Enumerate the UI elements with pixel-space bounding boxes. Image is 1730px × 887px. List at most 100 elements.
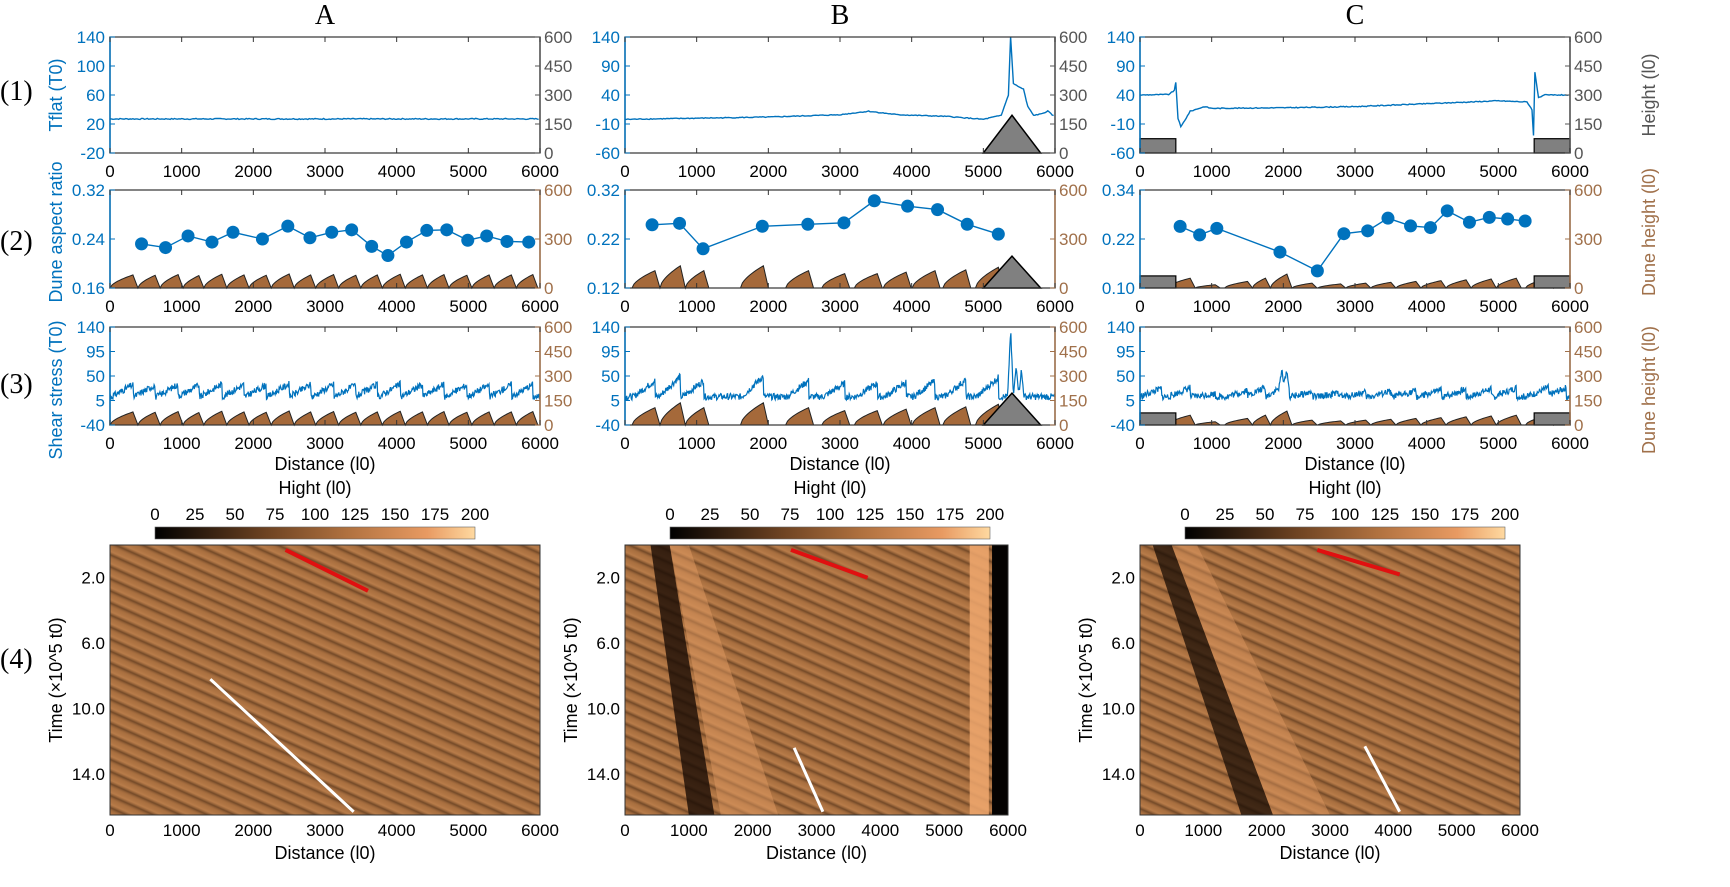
- y-tick-label: 140: [77, 318, 105, 337]
- x-tick-label: 2000: [1264, 162, 1302, 181]
- y-axis-label-time: Time (×10^5 t0): [1076, 617, 1096, 742]
- x-tick-label: 6000: [1036, 297, 1074, 316]
- y2-tick-label: 600: [1059, 28, 1087, 47]
- x-tick-label: 2000: [234, 297, 272, 316]
- colorbar-label: Hight (l0): [278, 478, 351, 498]
- y-tick-label: 140: [1107, 318, 1135, 337]
- aspect-ratio-point: [1501, 212, 1515, 226]
- x-axis-label: Distance (l0): [1279, 843, 1380, 863]
- x-tick-label: 1000: [163, 297, 201, 316]
- y2-tick-label: 600: [1059, 181, 1087, 200]
- aspect-ratio-point: [226, 225, 240, 239]
- x-tick-label: 5000: [964, 297, 1002, 316]
- x-axis-label: Distance (l0): [274, 454, 375, 474]
- y-tick-label: 2.0: [81, 569, 105, 588]
- aspect-ratio-point: [960, 217, 974, 231]
- light-band: [669, 545, 779, 815]
- colorbar-tick-label: 25: [186, 505, 205, 524]
- y-tick-label: 50: [601, 367, 620, 386]
- x-tick-label: 5000: [1479, 297, 1517, 316]
- x-tick-label: 4000: [378, 297, 416, 316]
- x-tick-label: 5000: [1479, 162, 1517, 181]
- aspect-ratio-point: [480, 229, 494, 243]
- x-tick-label: 2000: [749, 434, 787, 453]
- x-tick-label: 6000: [1551, 297, 1589, 316]
- y-tick-label: 14.0: [587, 765, 620, 784]
- row-label-2: (2): [0, 226, 33, 257]
- x-tick-label: 5000: [925, 821, 963, 840]
- colorbar-tick-label: 25: [701, 505, 720, 524]
- migration-line-white: [1363, 745, 1401, 813]
- y-tick-label: 10.0: [72, 700, 105, 719]
- y-tick-label: 0.22: [1102, 230, 1135, 249]
- y-tick-label: -10: [595, 115, 620, 134]
- y-tick-label: -60: [595, 144, 620, 163]
- plot-frame: [109, 36, 541, 154]
- x-tick-label: 5000: [964, 434, 1002, 453]
- aspect-ratio-point: [801, 217, 815, 231]
- y2-tick-label: 150: [1574, 392, 1602, 411]
- x-tick-label: 1000: [670, 821, 708, 840]
- aspect-ratio-point: [931, 203, 945, 217]
- aspect-ratio-point: [696, 242, 710, 256]
- x-tick-label: 1000: [1193, 162, 1231, 181]
- aspect-ratio-point: [440, 223, 454, 237]
- migration-line-white: [209, 678, 355, 813]
- obstacle-band: [969, 545, 989, 815]
- aspect-ratio-point: [461, 233, 475, 247]
- x-tick-label: 4000: [378, 162, 416, 181]
- y2-tick-label: 600: [544, 318, 572, 337]
- y2-tick-label: 450: [544, 343, 572, 362]
- plot-frame: [1139, 326, 1571, 426]
- x-tick-label: 0: [1135, 821, 1144, 840]
- y-axis-label-dune-height: Dune height (l0): [1639, 168, 1659, 296]
- aspect-ratio-point: [1361, 224, 1375, 238]
- column-title-B: B: [831, 0, 850, 31]
- x-tick-label: 6000: [1036, 162, 1074, 181]
- aspect-ratio-point: [1273, 245, 1287, 259]
- x-tick-label: 6000: [1501, 821, 1539, 840]
- colorbar: [154, 526, 476, 540]
- colorbar-tick-label: 75: [1296, 505, 1315, 524]
- y-tick-label: 90: [601, 57, 620, 76]
- x-tick-label: 6000: [1551, 162, 1589, 181]
- tflat-line: [110, 117, 539, 121]
- colorbar-tick-label: 25: [1216, 505, 1235, 524]
- colorbar-tick-label: 100: [816, 505, 844, 524]
- x-tick-label: 1000: [678, 162, 716, 181]
- x-tick-label: 6000: [1551, 434, 1589, 453]
- y-tick-label: 0.10: [1102, 279, 1135, 298]
- dark-band: [650, 545, 715, 815]
- y2-tick-label: 450: [1574, 57, 1602, 76]
- x-tick-label: 1000: [163, 162, 201, 181]
- y2-tick-label: 0: [1574, 144, 1583, 163]
- x-tick-label: 4000: [893, 297, 931, 316]
- y2-tick-label: 600: [1574, 28, 1602, 47]
- y2-tick-label: 0: [1059, 279, 1068, 298]
- x-tick-label: 0: [105, 434, 114, 453]
- heatmap-frame: [109, 544, 541, 816]
- obstacle-block: [1533, 138, 1571, 154]
- row-label-4: (4): [0, 644, 33, 675]
- aspect-ratio-point: [1381, 211, 1395, 225]
- obstacle-block: [1139, 138, 1177, 154]
- x-tick-label: 2000: [234, 162, 272, 181]
- y-tick-label: 50: [86, 367, 105, 386]
- colorbar-tick-label: 150: [896, 505, 924, 524]
- y-tick-label: 0.34: [1102, 181, 1135, 200]
- dune-profile: [1138, 273, 1571, 290]
- y-tick-label: -40: [595, 416, 620, 435]
- x-tick-label: 3000: [821, 434, 859, 453]
- heatmap-dune-stripes: [110, 545, 540, 815]
- y-tick-label: 0.32: [72, 181, 105, 200]
- y-tick-label: 5: [96, 392, 105, 411]
- aspect-ratio-point: [135, 237, 149, 251]
- shadow-band: [992, 545, 1008, 815]
- y-tick-label: 0.24: [72, 230, 105, 249]
- dark-band: [1152, 545, 1273, 815]
- colorbar-tick-label: 50: [1256, 505, 1275, 524]
- y2-tick-label: 0: [544, 144, 553, 163]
- y2-tick-label: 450: [544, 57, 572, 76]
- aspect-ratio-point: [205, 235, 219, 249]
